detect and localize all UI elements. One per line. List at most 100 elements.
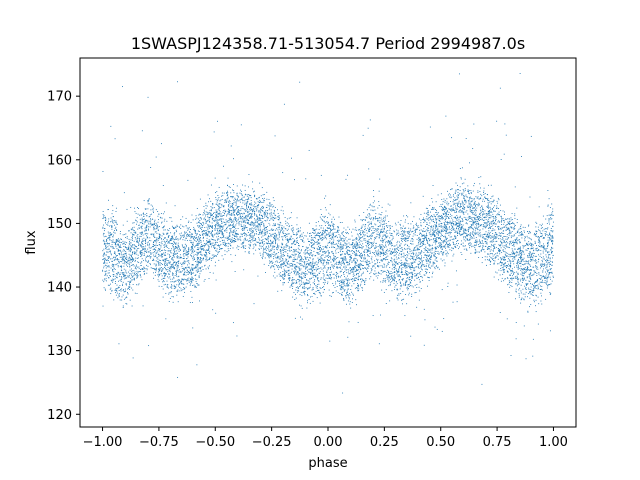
data-point bbox=[426, 223, 428, 225]
data-point bbox=[144, 268, 146, 270]
data-point bbox=[333, 277, 335, 279]
data-point bbox=[253, 190, 255, 192]
data-point bbox=[396, 234, 397, 236]
data-point bbox=[551, 280, 553, 282]
data-point bbox=[186, 233, 188, 235]
data-point bbox=[156, 245, 158, 246]
data-point bbox=[312, 270, 314, 272]
data-point bbox=[236, 207, 238, 209]
data-point bbox=[232, 221, 234, 223]
data-point bbox=[167, 236, 169, 238]
data-point bbox=[540, 245, 542, 246]
data-point bbox=[310, 273, 312, 275]
data-point bbox=[411, 272, 413, 274]
data-point bbox=[250, 197, 252, 199]
data-point bbox=[375, 212, 377, 214]
data-point bbox=[535, 311, 537, 313]
data-point bbox=[321, 219, 323, 221]
data-point bbox=[124, 246, 126, 248]
data-point bbox=[152, 258, 154, 260]
data-point bbox=[352, 239, 353, 241]
data-point bbox=[440, 215, 441, 217]
data-point bbox=[173, 253, 175, 255]
data-point bbox=[404, 285, 406, 286]
data-point bbox=[256, 222, 258, 223]
data-point bbox=[456, 211, 457, 213]
data-point bbox=[352, 298, 353, 300]
data-point bbox=[306, 280, 308, 282]
data-point bbox=[551, 235, 553, 236]
data-point bbox=[210, 238, 212, 240]
data-point bbox=[401, 270, 402, 272]
data-point bbox=[509, 231, 511, 233]
data-point bbox=[343, 264, 345, 266]
data-point bbox=[114, 259, 116, 261]
data-point bbox=[297, 256, 299, 258]
data-point bbox=[399, 279, 400, 280]
data-point bbox=[548, 273, 550, 274]
data-point bbox=[103, 230, 105, 232]
data-point bbox=[435, 251, 437, 252]
data-point bbox=[284, 273, 286, 275]
data-point bbox=[373, 265, 375, 267]
data-point bbox=[362, 255, 364, 257]
data-point bbox=[437, 216, 439, 218]
data-point bbox=[371, 256, 373, 258]
data-point bbox=[335, 236, 337, 238]
data-point bbox=[520, 242, 521, 244]
data-point bbox=[354, 244, 356, 245]
data-point bbox=[519, 246, 521, 248]
data-point bbox=[191, 248, 193, 249]
data-point bbox=[176, 266, 178, 268]
data-point bbox=[537, 226, 539, 228]
data-point bbox=[194, 261, 196, 262]
data-point bbox=[265, 214, 267, 216]
data-point bbox=[260, 242, 262, 244]
data-point bbox=[292, 265, 294, 267]
data-point bbox=[207, 231, 209, 233]
data-point bbox=[326, 259, 328, 261]
data-point bbox=[170, 250, 172, 251]
data-point bbox=[192, 259, 194, 261]
data-point bbox=[277, 246, 279, 248]
data-point bbox=[368, 246, 369, 248]
data-point bbox=[397, 248, 399, 250]
data-point bbox=[436, 233, 438, 235]
data-point bbox=[485, 238, 487, 240]
data-point bbox=[212, 239, 214, 241]
data-point bbox=[120, 272, 122, 274]
data-point bbox=[445, 233, 447, 235]
data-point bbox=[441, 214, 443, 216]
data-point bbox=[326, 269, 328, 271]
data-point bbox=[247, 197, 249, 199]
data-point bbox=[205, 254, 207, 256]
data-point bbox=[254, 227, 256, 229]
data-point bbox=[315, 225, 317, 227]
data-point bbox=[105, 264, 107, 266]
data-point bbox=[351, 235, 353, 237]
data-point bbox=[144, 233, 146, 235]
data-point bbox=[197, 284, 199, 286]
data-point bbox=[158, 237, 160, 238]
data-point bbox=[494, 226, 496, 227]
data-point bbox=[436, 241, 438, 243]
data-point bbox=[398, 232, 400, 234]
data-point bbox=[306, 266, 308, 268]
data-point bbox=[218, 224, 220, 226]
data-point bbox=[102, 240, 104, 242]
data-point bbox=[163, 281, 165, 283]
data-point bbox=[230, 230, 232, 232]
data-point bbox=[218, 203, 220, 205]
data-point bbox=[489, 246, 490, 247]
data-point bbox=[144, 214, 146, 216]
data-point bbox=[312, 232, 314, 233]
data-point bbox=[179, 287, 181, 288]
data-point bbox=[347, 253, 349, 255]
data-point bbox=[119, 231, 121, 232]
data-point bbox=[274, 241, 276, 243]
data-point bbox=[346, 283, 347, 285]
data-point bbox=[395, 251, 397, 252]
data-point bbox=[163, 220, 165, 222]
data-point bbox=[286, 233, 288, 235]
